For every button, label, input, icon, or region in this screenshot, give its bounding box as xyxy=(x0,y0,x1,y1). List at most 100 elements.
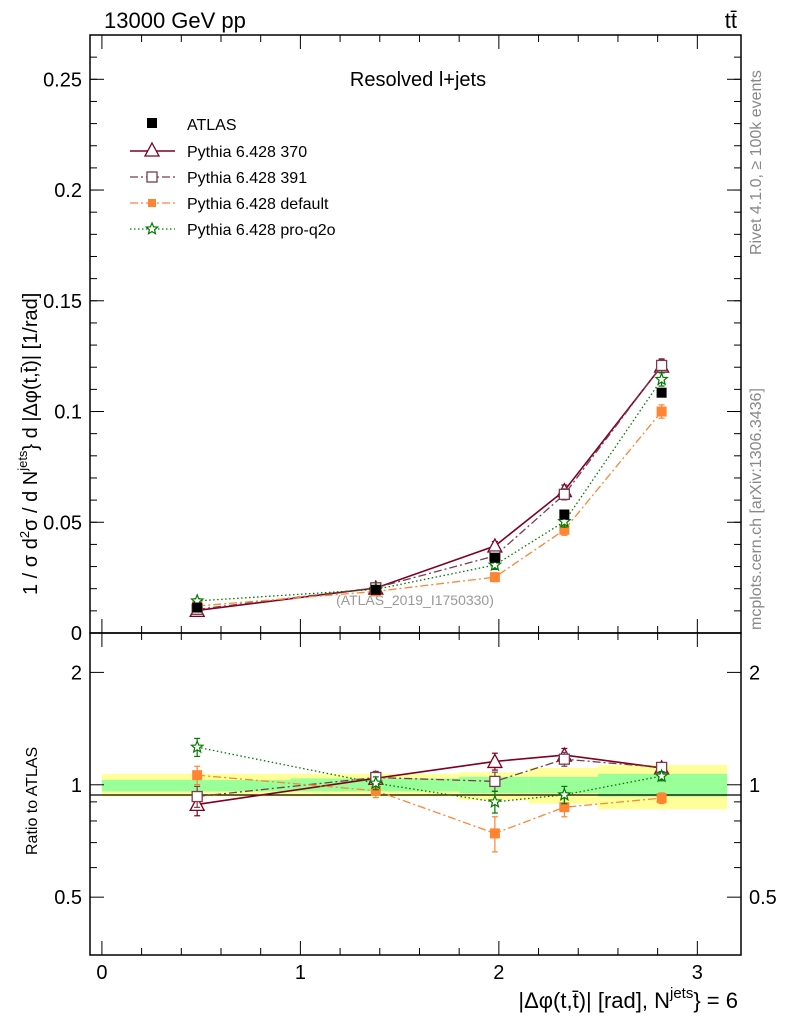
main-3-line xyxy=(197,411,663,607)
ratio-y-tick-label-right: 0.5 xyxy=(749,887,777,909)
main-3-point xyxy=(489,572,500,583)
legend-item-370: Pythia 6.428 370 xyxy=(130,141,307,161)
main-2-point xyxy=(655,359,668,372)
ratio-1-line xyxy=(197,758,662,798)
legend-label-370: Pythia 6.428 370 xyxy=(187,144,307,161)
chart-title: Resolved l+jets xyxy=(350,69,486,91)
x-axis-label-sup: jets xyxy=(669,985,693,1002)
main-panel: 0 0.05 0.1 0.15 0.2 0.25 Resolved l+jets (ATL… xyxy=(15,34,742,645)
main-3-series xyxy=(192,404,667,611)
legend-label-atlas: ATLAS xyxy=(187,117,237,134)
ratio-2-point xyxy=(192,770,203,781)
main-y-tick-label: 0.05 xyxy=(43,512,82,534)
main-y-label-sup2: jets xyxy=(15,450,30,472)
legend-marker-370 xyxy=(143,141,161,157)
legend-item-391: Pythia 6.428 391 xyxy=(130,170,307,187)
ratio-band-green xyxy=(528,776,599,794)
ratio-band-green xyxy=(101,779,291,792)
legend: ATLAS Pythia 6.428 370 Pythia 6.428 391 … xyxy=(130,117,336,239)
main-0-point xyxy=(559,509,570,520)
legend-label-default: Pythia 6.428 default xyxy=(187,196,329,213)
ratio-3-point xyxy=(487,794,503,809)
legend-marker-default xyxy=(148,199,156,207)
x-axis-label: |Δφ(t,t̄)| [rad], Njets} = 6 xyxy=(518,985,738,1013)
ratio-1-point xyxy=(558,753,571,765)
mcplots-label: mcplots.cern.ch [arXiv:1306.3436] xyxy=(748,388,765,630)
x-axis-label-a: |Δφ(t,t̄)| [rad], N xyxy=(518,988,670,1013)
main-y-label-sup1: 2 xyxy=(17,531,32,538)
ratio-y-tick-label: 0.5 xyxy=(54,887,82,909)
ratio-1-point xyxy=(489,775,501,788)
main-y-axis: 0 0.05 0.1 0.15 0.2 0.25 xyxy=(43,56,741,645)
main-y-label-a: 1 / σ d xyxy=(20,538,42,595)
ratio-band-green xyxy=(598,773,728,797)
main-y-tick-label: 0 xyxy=(71,623,82,645)
ratio-3-point xyxy=(368,775,384,790)
x-tick-label: 1 xyxy=(295,962,306,984)
x-tick-label: 2 xyxy=(493,962,504,984)
main-2-point xyxy=(558,488,571,501)
main-2-line xyxy=(197,365,663,610)
ratio-2-series xyxy=(192,765,667,853)
ratio-y-tick-label: 1 xyxy=(71,775,82,797)
x-tick-label: 0 xyxy=(96,962,107,984)
ratio-series-group xyxy=(189,737,670,853)
legend-item-proq2o: Pythia 6.428 pro-q2o xyxy=(130,221,336,239)
ratio-frame xyxy=(89,632,742,956)
main-y-tick-label: 0.25 xyxy=(43,69,82,91)
ratio-2-point xyxy=(656,793,667,804)
ratio-3-point xyxy=(189,739,205,754)
ratio-y-label: Ratio to ATLAS xyxy=(24,747,41,855)
legend-item-default: Pythia 6.428 default xyxy=(130,196,329,213)
main-y-tick-label: 0.1 xyxy=(54,402,82,424)
rivet-label: Rivet 4.1.0, ≥ 100k events xyxy=(748,70,765,255)
legend-marker-391 xyxy=(146,171,158,183)
legend-label-proq2o: Pythia 6.428 pro-q2o xyxy=(187,222,336,239)
ratio-3-line xyxy=(197,746,662,803)
ratio-2-point xyxy=(559,802,570,813)
legend-item-atlas: ATLAS xyxy=(147,117,237,134)
main-0-point xyxy=(489,552,500,563)
main-y-label: 1 / σ d2σ / d Njets} d |Δφ(t,t̄)| [1/rad… xyxy=(15,293,42,595)
watermark: (ATLAS_2019_I1750330) xyxy=(336,592,494,608)
main-3-point xyxy=(656,406,667,417)
main-1-point xyxy=(486,537,503,553)
main-y-tick-label: 0.15 xyxy=(43,291,82,313)
x-axis: 0 1 2 3 xyxy=(96,35,703,984)
main-4-point xyxy=(487,557,503,572)
ratio-y-tick-label: 2 xyxy=(71,662,82,684)
main-y-tick-label: 0.2 xyxy=(54,180,82,202)
x-axis-label-b: } = 6 xyxy=(693,988,738,1013)
ratio-3-series xyxy=(189,737,669,814)
ratio-3-point xyxy=(654,768,669,783)
ratio-y-axis: 0.5 0.5 1 1 2 2 xyxy=(54,662,777,909)
main-4-series xyxy=(189,371,669,608)
ratio-0-point xyxy=(486,753,503,769)
ratio-1-point xyxy=(191,790,203,803)
main-0-series xyxy=(192,387,667,613)
main-4-point xyxy=(654,371,669,386)
main-2-series xyxy=(191,358,668,615)
main-y-label-c: } d |Δφ(t,t̄)| [1/rad] xyxy=(20,293,42,451)
ratio-2-point xyxy=(370,785,381,796)
main-0-point xyxy=(656,387,667,398)
main-1-series xyxy=(189,357,670,618)
main-0-point xyxy=(192,602,203,613)
energy-label: 13000 GeV pp xyxy=(104,8,246,33)
legend-label-391: Pythia 6.428 391 xyxy=(187,170,307,187)
ratio-y-tick-label-right: 1 xyxy=(749,775,760,797)
ratio-panel: 0.5 0.5 1 1 2 2 0 1 2 3 Ratio to ATLAS |Δφ(t,t̄)… xyxy=(24,35,777,1013)
main-series-group xyxy=(189,357,670,618)
main-4-line xyxy=(197,379,663,602)
legend-marker-proq2o xyxy=(144,221,160,235)
ratio-2-point xyxy=(489,828,500,839)
process-label: tt̄ xyxy=(725,8,737,33)
x-tick-label: 3 xyxy=(692,962,703,984)
main-4-point xyxy=(557,513,572,528)
legend-marker-atlas xyxy=(147,118,157,128)
main-y-label-b: σ / d N xyxy=(20,471,42,531)
main-3-point xyxy=(559,524,570,535)
ratio-3-point xyxy=(557,787,572,802)
ratio-y-tick-label-right: 2 xyxy=(749,662,760,684)
